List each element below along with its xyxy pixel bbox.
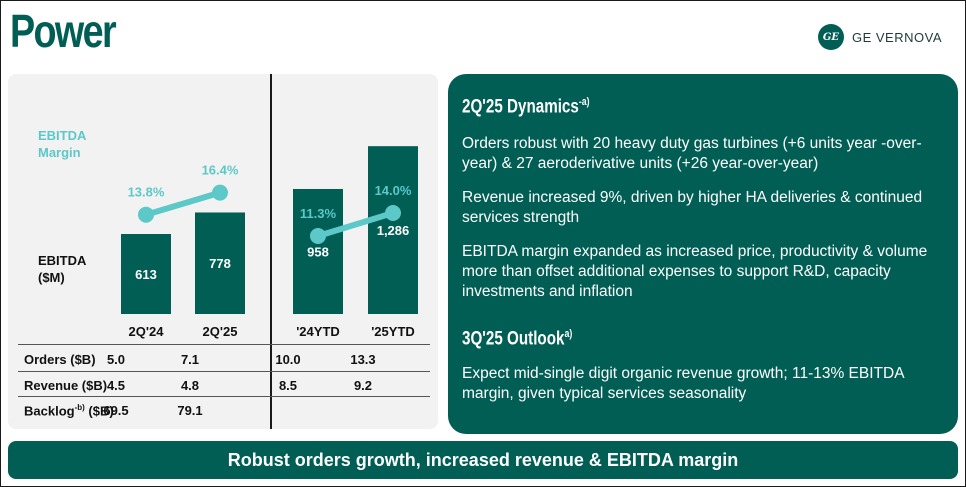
ebitda-label-line2: ($M) bbox=[38, 270, 65, 285]
dynamics-bullet-2: Revenue increased 9%, driven by higher H… bbox=[462, 189, 923, 226]
table-cell: 4.8 bbox=[180, 378, 200, 393]
table-row-label: Revenue ($B) bbox=[24, 378, 107, 393]
table-cell: 10.0 bbox=[275, 352, 301, 367]
ebitda-bar-label: 613 bbox=[135, 267, 157, 282]
ebitda-bar bbox=[293, 188, 343, 314]
brand-name: GE VERNOVA bbox=[851, 29, 942, 45]
page-title: Power bbox=[10, 5, 117, 57]
table-separator bbox=[18, 396, 430, 397]
row-label-footnote: -b) bbox=[74, 403, 85, 412]
margin-line bbox=[315, 210, 396, 239]
table-cell: 5.0 bbox=[106, 352, 126, 367]
dynamics-panel: 2Q'25 Dynamics-a) Orders robust with 20 … bbox=[448, 74, 958, 434]
margin-line bbox=[143, 189, 223, 218]
brand-logo: GE GE VERNOVA bbox=[817, 24, 942, 50]
ebitda-margin-label-line1: EBITDA bbox=[38, 128, 87, 143]
table-cell: 79.1 bbox=[177, 403, 203, 418]
row-label-text: Backlog bbox=[24, 403, 75, 419]
summary-banner: Robust orders growth, increased revenue … bbox=[8, 441, 958, 479]
margin-point bbox=[310, 227, 326, 244]
row-label-text: Orders ($B) bbox=[24, 352, 96, 367]
summary-text: Robust orders growth, increased revenue … bbox=[227, 449, 739, 470]
margin-point bbox=[138, 206, 154, 223]
dynamics-heading: 2Q'25 Dynamics-a) bbox=[462, 96, 590, 118]
outlook-heading: 3Q'25 Outlooka) bbox=[462, 328, 573, 350]
margin-label: 16.4% bbox=[202, 163, 239, 178]
margin-point bbox=[212, 184, 228, 201]
category-label: 2Q'25 bbox=[203, 324, 238, 339]
ebitda-margin-label-line2: Margin bbox=[38, 145, 81, 160]
outlook-text: Expect mid-single digit organic revenue … bbox=[462, 365, 904, 402]
period-divider bbox=[270, 74, 272, 429]
table-row-label: Backlog-b) ($B) bbox=[24, 403, 114, 418]
ebitda-label-line1: EBITDA bbox=[38, 253, 87, 268]
table-separator bbox=[18, 371, 430, 372]
category-label: '25YTD bbox=[371, 324, 415, 339]
table-cell: 9.2 bbox=[353, 378, 373, 393]
table-cell: 7.1 bbox=[180, 352, 200, 367]
table-cell: 69.5 bbox=[103, 403, 129, 418]
category-label: 2Q'24 bbox=[129, 324, 165, 339]
ebitda-chart: EBITDA Margin EBITDA ($M) 613 2Q'24 778 2Q'… bbox=[38, 128, 418, 339]
table-cell: 4.5 bbox=[106, 378, 126, 393]
row-label-suffix: ($B) bbox=[84, 403, 114, 419]
ebitda-bar bbox=[195, 212, 245, 314]
table-separator bbox=[18, 344, 430, 345]
margin-label: 14.0% bbox=[375, 183, 412, 198]
margin-point bbox=[385, 205, 401, 221]
ebitda-bar-label: 958 bbox=[307, 244, 329, 259]
dynamics-bullet-3: EBITDA margin expanded as increased pric… bbox=[462, 243, 928, 300]
ebitda-bar bbox=[121, 234, 171, 314]
table-cell: 13.3 bbox=[350, 352, 376, 367]
table-row-label: Orders ($B) bbox=[24, 352, 96, 367]
ebitda-bar-label: 1,286 bbox=[377, 223, 410, 238]
margin-label: 13.8% bbox=[128, 185, 165, 200]
table-cell: 8.5 bbox=[278, 378, 298, 393]
row-label-text: Revenue ($B) bbox=[24, 378, 108, 393]
ebitda-bar-label: 778 bbox=[209, 256, 231, 271]
dynamics-bullet-1: Orders robust with 20 heavy duty gas tur… bbox=[462, 135, 922, 172]
ebitda-bar bbox=[368, 146, 418, 314]
ge-monogram-icon: GE bbox=[817, 24, 844, 50]
category-label: '24YTD bbox=[296, 324, 340, 339]
margin-label: 11.3% bbox=[300, 206, 337, 221]
